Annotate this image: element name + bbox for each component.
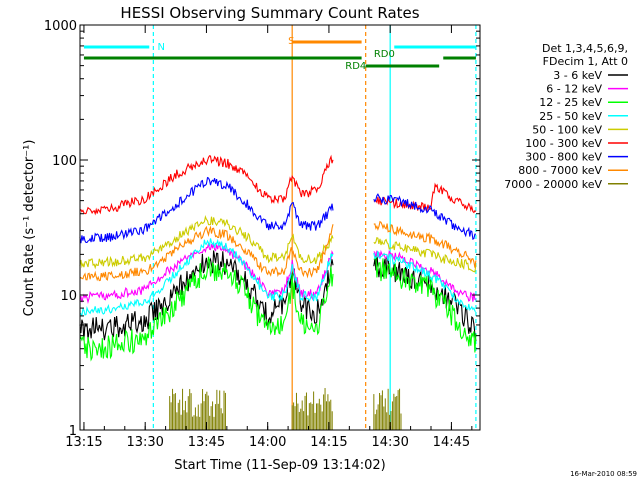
vertical-markers — [152, 25, 477, 430]
legend-header-line: FDecim 1, Att 0 — [543, 55, 628, 68]
legend-label: 7000 - 20000 keV — [504, 178, 602, 191]
legend-label: 12 - 25 keV — [539, 96, 602, 109]
legend-label: 300 - 800 keV — [525, 151, 602, 164]
legend-label: 6 - 12 keV — [546, 83, 602, 96]
legend-label: 800 - 7000 keV — [518, 164, 602, 177]
legend-label: 3 - 6 keV — [553, 69, 602, 82]
x-tick-label: 14:00 — [249, 435, 286, 450]
legend-label: 100 - 300 keV — [525, 137, 602, 150]
y-tick-label: 1 — [69, 424, 77, 439]
flag-label-s: S — [288, 36, 294, 47]
series-line-3 — [79, 238, 477, 317]
plot-frame — [79, 24, 481, 431]
flag-bars: N S RD0 RD4 — [83, 36, 476, 72]
y-tick-label: 1000 — [44, 19, 77, 34]
legend-label: 25 - 50 keV — [539, 110, 602, 123]
y-tick-label: 10 — [60, 289, 77, 304]
flag-label-rd0: RD0 — [374, 49, 395, 60]
series-8-spikes — [169, 388, 402, 430]
x-tick-label: 14:45 — [433, 435, 470, 450]
axes: 13:15 13:30 13:45 14:00 14:15 14:30 14:45 1 10 10… — [44, 19, 480, 450]
x-tick-label: 13:30 — [126, 435, 163, 450]
legend: Det 1,3,4,5,6,9,FDecim 1, Att 03 - 6 keV… — [504, 42, 628, 191]
series-line-7 — [79, 220, 477, 282]
footer-timestamp: 16-Mar-2010 08:59 — [570, 470, 637, 478]
legend-label: 50 - 100 keV — [532, 123, 602, 136]
flag-label-rd4: RD4 — [345, 61, 366, 72]
series-line-6 — [79, 176, 476, 244]
series-line-4 — [79, 215, 477, 273]
y-axis-label: Count Rate (s⁻¹ detector⁻¹) — [22, 140, 37, 317]
x-tick-label: 14:30 — [371, 435, 408, 450]
x-tick-label: 13:45 — [188, 435, 225, 450]
y-tick-label: 100 — [52, 154, 77, 169]
x-tick-label: 14:15 — [310, 435, 347, 450]
series-line-2 — [79, 255, 477, 362]
x-tick-label: 13:15 — [65, 435, 102, 450]
x-axis-label: Start Time (11-Sep-09 13:14:02) — [174, 458, 385, 473]
legend-header-line: Det 1,3,4,5,6,9, — [542, 42, 628, 55]
series-lines — [79, 154, 477, 430]
series-line-5 — [79, 154, 477, 216]
chart-title: HESSI Observing Summary Count Rates — [120, 4, 419, 22]
flag-label-n: N — [157, 42, 164, 53]
